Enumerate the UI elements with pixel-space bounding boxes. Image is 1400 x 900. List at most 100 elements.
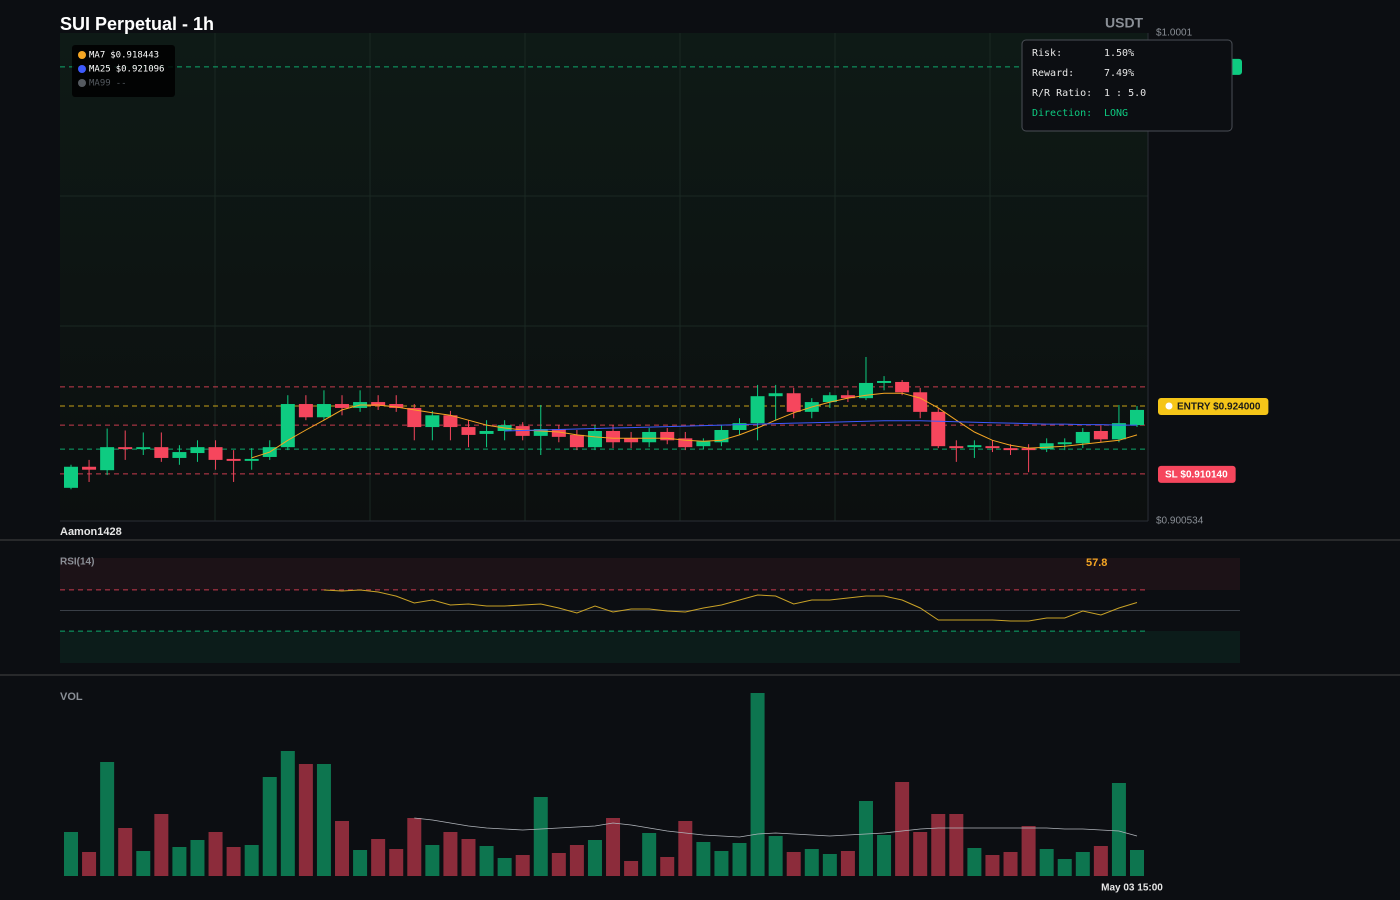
- volume-bar: [533, 797, 548, 876]
- candle-body: [389, 404, 404, 408]
- candle-body: [335, 404, 350, 408]
- candle-body: [569, 434, 584, 448]
- price-panel-bg: [60, 33, 1148, 521]
- volume-bar: [190, 840, 205, 876]
- volume-bar: [1057, 859, 1072, 876]
- candle-body: [913, 392, 928, 412]
- candle-body: [660, 431, 675, 441]
- volume-bar: [642, 833, 657, 876]
- legend-value: --: [116, 79, 127, 89]
- volume-bar: [479, 846, 494, 876]
- volume-bar: [750, 693, 765, 876]
- volume-bar: [335, 821, 350, 876]
- level-badge: ENTRY $0.924000: [1158, 397, 1269, 415]
- rsi-title: RSI(14): [60, 557, 94, 568]
- candle-body: [587, 430, 602, 448]
- legend-value: $0.918443: [110, 51, 159, 61]
- candle-body: [244, 458, 259, 461]
- candle-body: [642, 431, 657, 443]
- volume-bar: [244, 845, 259, 876]
- volume-bar: [985, 855, 1000, 876]
- volume-bar: [1075, 852, 1090, 876]
- risk-label: R/R Ratio:: [1032, 88, 1092, 99]
- risk-label: Risk:: [1032, 48, 1062, 59]
- volume-bar: [877, 835, 892, 876]
- badge-dot: [1165, 402, 1173, 410]
- level-badge-bg: [1158, 465, 1236, 483]
- risk-value: 7.49%: [1104, 68, 1134, 79]
- candle-body: [1075, 431, 1090, 444]
- volume-bar: [1111, 783, 1126, 876]
- candle-body: [750, 396, 765, 424]
- candle-body: [100, 447, 115, 471]
- candle-body: [931, 411, 946, 447]
- volume-bar: [172, 847, 187, 876]
- candle-body: [443, 415, 458, 428]
- volume-bar: [569, 845, 584, 876]
- candle-body: [154, 447, 169, 458]
- level-badge-label: SL $0.910140: [1165, 470, 1228, 481]
- volume-bar: [1039, 849, 1054, 876]
- candle-body: [967, 445, 982, 448]
- volume-bar: [858, 801, 873, 876]
- volume-bar: [714, 851, 729, 876]
- volume-bar: [678, 821, 693, 876]
- volume-bar: [226, 847, 241, 876]
- level-badge: SL $0.910140: [1158, 465, 1236, 483]
- legend-name: MA99: [89, 79, 111, 89]
- candle-body: [877, 380, 892, 383]
- volume-bar: [443, 832, 458, 876]
- candle-body: [551, 429, 566, 437]
- level-badge-bg: [1158, 397, 1269, 415]
- volume-bar: [497, 858, 512, 876]
- volume-bar: [1003, 852, 1018, 876]
- legend-name: MA25: [89, 65, 111, 75]
- candle-body: [1039, 443, 1054, 450]
- grid: [60, 33, 1148, 521]
- candle-body: [226, 458, 241, 461]
- legend-name: MA7: [89, 51, 105, 61]
- candle-body: [280, 404, 295, 448]
- candle-body: [786, 393, 801, 412]
- volume-bar: [515, 855, 530, 876]
- candle-body: [822, 395, 837, 403]
- rsi-oversold-zone: [60, 631, 1240, 663]
- level-badge-label: ENTRY $0.924000: [1177, 402, 1261, 413]
- chart-title: SUI Perpetual - 1h: [60, 14, 214, 34]
- rsi-value: 57.8: [1086, 557, 1107, 569]
- vol-title: VOL: [60, 691, 83, 703]
- volume-bar: [551, 853, 566, 876]
- candle-body: [533, 429, 548, 436]
- ma-line: [504, 420, 1137, 432]
- candle-body: [768, 393, 783, 397]
- risk-value: LONG: [1104, 108, 1128, 119]
- volume-bar: [949, 814, 964, 876]
- volume-bar: [967, 848, 982, 876]
- volume-bar: [208, 832, 223, 876]
- volume-bar: [931, 814, 946, 876]
- volume-bar: [696, 842, 711, 876]
- unit-label: USDT: [1105, 15, 1144, 31]
- y-tick-label: $1.0001: [1156, 28, 1193, 39]
- volume-bar: [280, 751, 295, 876]
- volume-bar: [587, 840, 602, 876]
- volume-bar: [895, 782, 910, 876]
- legend-value: $0.921096: [116, 65, 165, 75]
- risk-value: 1 : 5.0: [1104, 88, 1146, 99]
- volume-bar: [606, 818, 621, 876]
- volume-bar: [262, 777, 277, 876]
- volume-bar: [389, 849, 404, 876]
- legend-dot: [78, 79, 86, 87]
- candle-body: [316, 404, 331, 418]
- volume-bar: [154, 814, 169, 876]
- volume-bar: [353, 850, 368, 876]
- candle-body: [371, 402, 386, 406]
- candle-body: [461, 427, 476, 435]
- volume-bar: [118, 828, 133, 876]
- candle-body: [1003, 448, 1018, 451]
- volume-bar: [316, 764, 331, 876]
- candle-body: [479, 430, 494, 434]
- rsi-overbought-zone: [60, 558, 1240, 590]
- volume-bar: [1093, 846, 1108, 876]
